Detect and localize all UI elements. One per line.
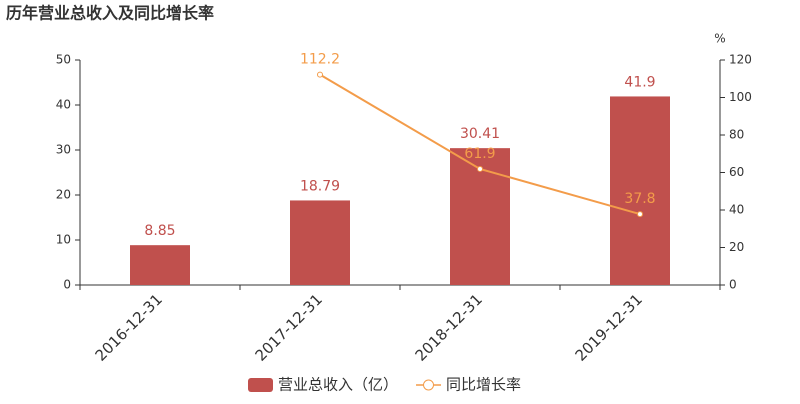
y2-tick-label: 100 [729, 90, 752, 104]
bar-value-label: 30.41 [460, 126, 500, 142]
y-tick-label: 20 [56, 188, 71, 202]
line-value-label: 61.9 [464, 146, 495, 162]
legend-swatch [423, 379, 435, 391]
line-marker [317, 71, 323, 78]
y-tick-label: 50 [56, 53, 71, 67]
bar-value-label: 41.9 [624, 74, 655, 90]
y2-tick-label: 40 [729, 203, 744, 217]
line-marker [637, 211, 643, 218]
y2-tick-label: 20 [729, 240, 744, 254]
x-tick-label: 2016-12-31 [92, 290, 166, 364]
x-tick-label: 2018-12-31 [412, 290, 486, 364]
y-tick-label: 0 [63, 278, 71, 292]
legend-label: 营业总收入（亿） [278, 376, 398, 394]
y2-tick-label: 120 [729, 53, 752, 67]
line-value-label: 37.8 [624, 191, 655, 207]
line-value-label: 112.2 [300, 52, 340, 68]
bar-value-label: 18.79 [300, 178, 340, 194]
line-marker [477, 165, 483, 172]
y2-tick-label: 60 [729, 165, 744, 179]
y2-tick-label: 80 [729, 128, 744, 142]
legend-label: 同比增长率 [446, 376, 521, 394]
bar [130, 245, 190, 285]
x-tick-label: 2019-12-31 [572, 290, 646, 364]
chart-title: 历年营业总收入及同比增长率 [6, 4, 214, 23]
bar [290, 200, 350, 285]
y-tick-label: 30 [56, 143, 71, 157]
legend-swatch [248, 378, 273, 392]
y-tick-label: 10 [56, 233, 71, 247]
y-tick-label: 40 [56, 98, 71, 112]
y2-tick-label: 0 [729, 278, 737, 292]
bar [610, 96, 670, 285]
y2-axis-label: % [714, 32, 725, 46]
x-tick-label: 2017-12-31 [252, 290, 326, 364]
bar-value-label: 8.85 [144, 223, 175, 239]
